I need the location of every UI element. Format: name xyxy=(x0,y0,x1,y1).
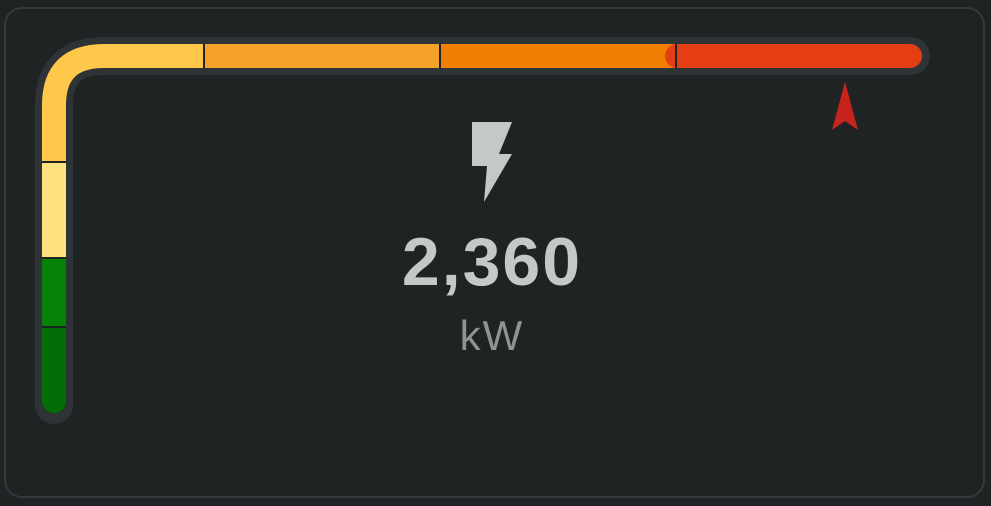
gauge-segment-yellow xyxy=(42,44,203,161)
gauge-readout: 2,360 kW xyxy=(392,120,592,358)
gauge-unit: kW xyxy=(459,312,525,359)
gauge-pointer-icon xyxy=(832,82,858,130)
gauge-value: 2,360 xyxy=(401,224,583,300)
gauge-card xyxy=(4,7,985,498)
lightning-bolt-icon xyxy=(472,122,512,202)
